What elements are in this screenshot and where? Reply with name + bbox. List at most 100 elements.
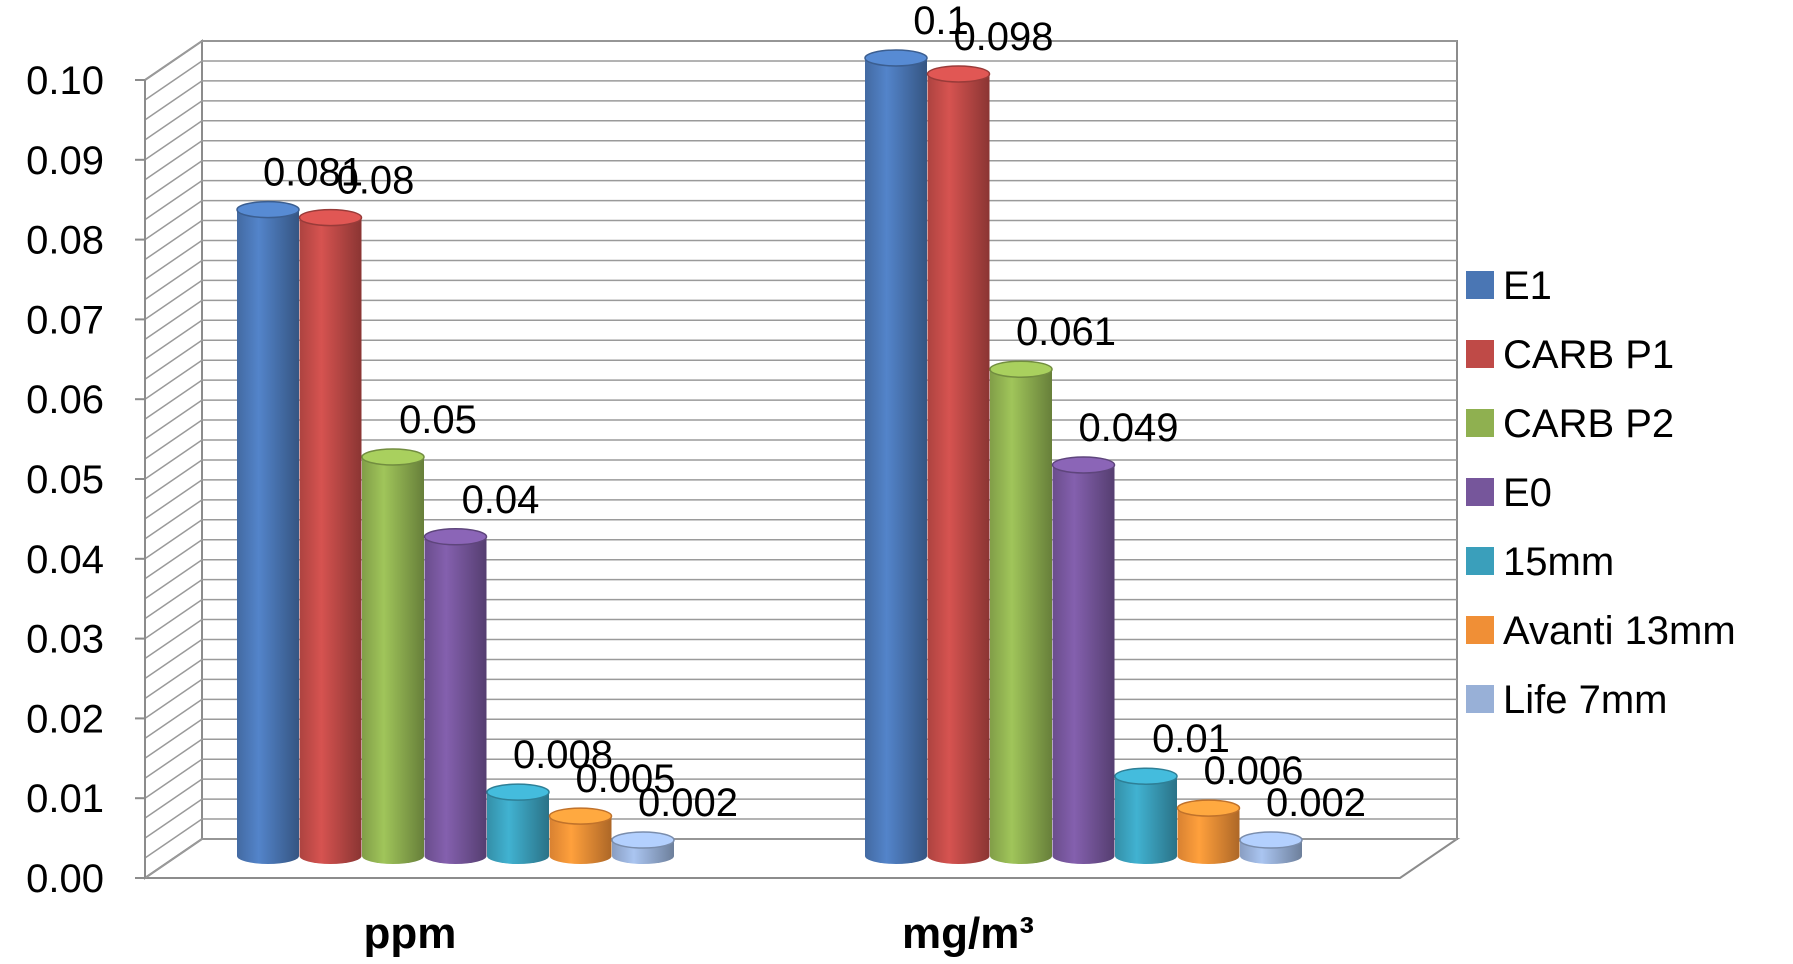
legend-swatch-e0 bbox=[1466, 478, 1494, 506]
bar-body bbox=[1052, 464, 1115, 864]
bar-body bbox=[1115, 776, 1177, 864]
gridline-side bbox=[144, 698, 203, 739]
gridline-side bbox=[144, 279, 203, 321]
gridline-side bbox=[144, 718, 203, 759]
legend-swatch-carb-p1 bbox=[1466, 340, 1494, 368]
gridline-side bbox=[144, 259, 203, 301]
gridline-side bbox=[144, 459, 203, 500]
legend-label-carb-p2: CARB P2 bbox=[1503, 402, 1674, 446]
y-axis: 0.00 0.01 0.02 0.03 0.04 0.05 0.06 0.07 0.08 0.09… bbox=[26, 59, 146, 901]
legend-swatch-15mm bbox=[1466, 547, 1494, 575]
legend-label-e1: E1 bbox=[1503, 264, 1552, 308]
gridline-side bbox=[144, 638, 203, 680]
y-tick-label: 0.00 bbox=[26, 857, 104, 901]
gridline-side bbox=[144, 678, 203, 720]
gridline-side bbox=[144, 339, 203, 380]
gridline-side bbox=[144, 738, 203, 779]
gridline-side bbox=[144, 439, 203, 480]
gridline-side bbox=[144, 399, 203, 440]
gridline-side bbox=[144, 419, 203, 460]
gridline-side bbox=[144, 180, 203, 221]
bar-15mm-ppm bbox=[486, 783, 550, 864]
y-tick-label: 0.03 bbox=[26, 618, 104, 662]
bar-body bbox=[424, 536, 487, 864]
bar-e0-ppm bbox=[423, 528, 488, 864]
data-label-carb-p1-mg-m: 0.098 bbox=[953, 15, 1053, 59]
bar-body bbox=[865, 58, 927, 864]
gridline-side bbox=[144, 100, 203, 141]
bar-top bbox=[611, 831, 675, 849]
bar-body bbox=[927, 73, 990, 864]
data-label-15mm-mg-m: 0.01 bbox=[1152, 717, 1230, 761]
legend-swatch-life-7mm bbox=[1466, 685, 1494, 713]
bar-carb-p1-ppm bbox=[298, 208, 363, 865]
y-tick-label: 0.06 bbox=[26, 378, 104, 422]
bar-top bbox=[548, 807, 613, 825]
data-label-e0-mg-m: 0.049 bbox=[1078, 406, 1178, 450]
bar-top bbox=[423, 528, 488, 546]
bar-body bbox=[1177, 808, 1240, 864]
bar-body bbox=[990, 369, 1052, 864]
gridline-side bbox=[144, 838, 203, 879]
gridline-side bbox=[144, 798, 203, 839]
data-label-carb-p2-mg-m: 0.061 bbox=[1016, 310, 1116, 354]
data-label-carb-p2-ppm: 0.05 bbox=[399, 398, 477, 442]
bar-carb-p1-mg-m bbox=[926, 65, 991, 864]
y-tick-label: 0.04 bbox=[26, 538, 104, 582]
data-labels: 0.0810.080.050.040.0080.0050.0020.10.098… bbox=[263, 0, 1366, 825]
data-label-e0-ppm: 0.04 bbox=[462, 478, 540, 522]
legend-label-15mm: 15mm bbox=[1503, 540, 1614, 584]
data-label-life-7mm-ppm: 0.002 bbox=[638, 781, 738, 825]
gridline-side bbox=[144, 120, 203, 161]
y-tick-label: 0.08 bbox=[26, 219, 104, 263]
bar-top bbox=[1114, 767, 1178, 785]
gridline-side bbox=[144, 658, 203, 700]
y-tick-label: 0.05 bbox=[26, 458, 104, 502]
bar-top bbox=[486, 783, 550, 801]
gridline-side bbox=[144, 778, 203, 819]
data-label-e1-mg-m: 0.1 bbox=[913, 0, 969, 43]
legend-label-e0: E0 bbox=[1503, 471, 1552, 515]
data-label-carb-p1-ppm: 0.08 bbox=[337, 159, 415, 203]
gridline-side bbox=[144, 140, 203, 181]
bar-body bbox=[362, 457, 424, 864]
data-label-life-7mm-mg-m: 0.002 bbox=[1266, 781, 1366, 825]
gridline-side bbox=[144, 519, 203, 560]
bar-body bbox=[299, 217, 362, 865]
bar-top bbox=[236, 200, 300, 219]
gridline-side bbox=[144, 40, 203, 81]
y-tick-label: 0.10 bbox=[26, 59, 104, 103]
gridline-side bbox=[144, 60, 203, 101]
bar-top bbox=[926, 65, 991, 83]
gridline-side bbox=[144, 219, 203, 261]
bar-life-7mm-ppm bbox=[611, 831, 675, 864]
legend-swatch-e1 bbox=[1466, 271, 1494, 299]
data-label-15mm-ppm: 0.008 bbox=[513, 733, 613, 777]
legend-swatch-avanti-13mm bbox=[1466, 616, 1494, 644]
category-labels: ppm mg/m³ bbox=[364, 909, 1034, 958]
gridline-side bbox=[144, 598, 203, 640]
bar-e1-ppm bbox=[236, 200, 300, 864]
bar-top bbox=[298, 208, 363, 227]
legend: E1 CARB P1 CARB P2 E0 15mm Avanti 13mm Life 7m… bbox=[1466, 264, 1736, 722]
y-tick-label: 0.02 bbox=[26, 697, 104, 741]
y-tick-label: 0.01 bbox=[26, 777, 104, 821]
bar-avanti-13mm-ppm bbox=[548, 807, 613, 864]
gridline-side bbox=[144, 758, 203, 799]
bar-carb-p2-mg-m bbox=[989, 360, 1053, 864]
gridline-side bbox=[144, 319, 203, 360]
bar-body bbox=[487, 792, 549, 864]
gridline-side bbox=[144, 160, 203, 201]
bar-carb-p2-ppm bbox=[361, 448, 425, 864]
legend-label-life-7mm: Life 7mm bbox=[1503, 678, 1668, 722]
gridline-side bbox=[144, 539, 203, 580]
bar-top bbox=[361, 448, 425, 466]
gridline-side bbox=[144, 80, 203, 121]
bar-e1-mg-m bbox=[864, 49, 928, 864]
category-label-ppm: ppm bbox=[364, 909, 457, 958]
gridline-side bbox=[144, 479, 203, 520]
gridline-side bbox=[144, 559, 203, 600]
data-label-avanti-13mm-mg-m: 0.006 bbox=[1203, 749, 1303, 793]
gridline-side bbox=[144, 199, 203, 241]
